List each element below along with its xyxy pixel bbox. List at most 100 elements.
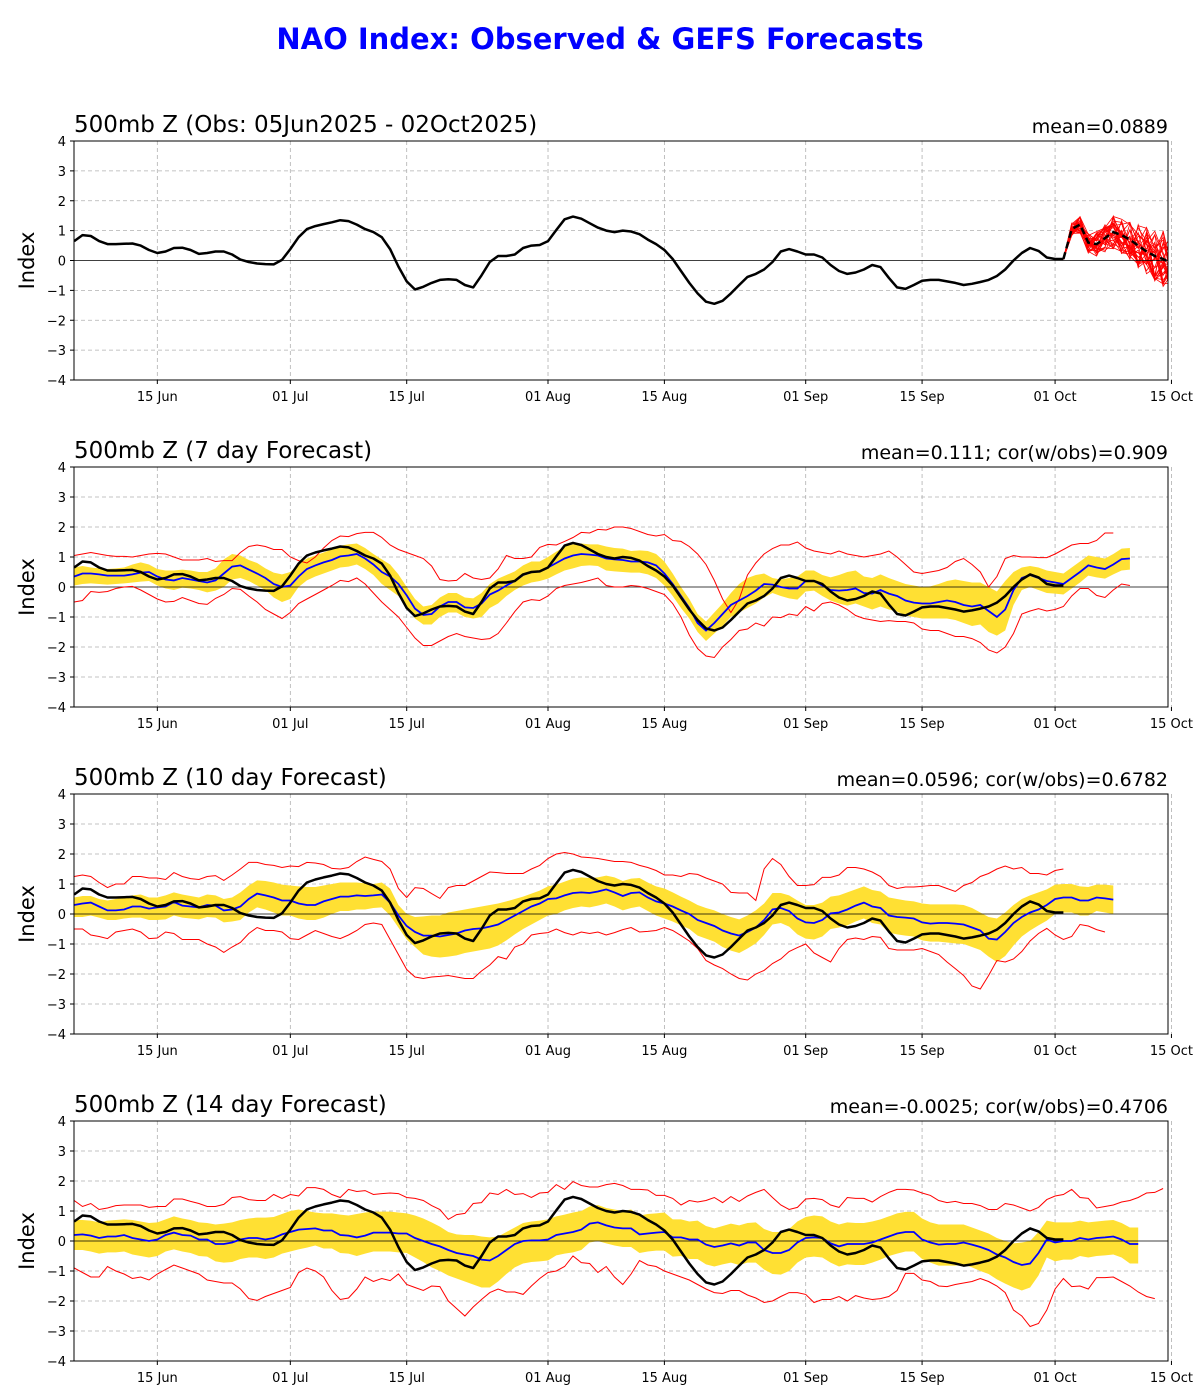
x-tick-label: 01 Aug (525, 1371, 571, 1386)
x-tick-label: 01 Jul (272, 1371, 308, 1386)
x-tick-label: 01 Sep (783, 1371, 828, 1386)
panel-1: 500mb Z (Obs: 05Jun2025 - 02Oct2025) mean… (15, 112, 1193, 405)
panel-title: 500mb Z (Obs: 05Jun2025 - 02Oct2025) (74, 112, 537, 138)
x-tick-label: 15 Jun (137, 1044, 178, 1059)
ensemble-member-line (1063, 215, 1168, 260)
max-line (74, 526, 1114, 614)
y-tick-label: 2 (58, 848, 66, 863)
panel-title: 500mb Z (10 day Forecast) (74, 765, 387, 791)
x-tick-label: 15 Jul (389, 390, 425, 405)
observed-line (74, 541, 1064, 632)
y-tick-label: −2 (47, 314, 66, 329)
y-tick-label: 0 (58, 1235, 66, 1250)
x-tick-label: 15 Aug (641, 1371, 687, 1386)
y-tick-label: −4 (47, 1355, 66, 1370)
x-tick-label: 15 Oct (1150, 717, 1193, 732)
y-tick-label: −1 (47, 284, 66, 299)
y-tick-label: 1 (58, 1205, 66, 1220)
x-tick-label: 01 Oct (1033, 390, 1076, 405)
y-tick-label: 3 (58, 165, 66, 180)
y-tick-label: 0 (58, 581, 66, 596)
y-tick-label: 2 (58, 521, 66, 536)
y-tick-label: −4 (47, 1028, 66, 1043)
spread-band (74, 543, 1130, 641)
y-tick-label: −2 (47, 641, 66, 656)
plot-area (74, 851, 1168, 990)
x-tick-label: 15 Jul (389, 1371, 425, 1386)
observed-line (74, 868, 1064, 959)
spread-band (74, 875, 1114, 962)
min-line (74, 577, 1130, 659)
x-tick-label: 01 Sep (783, 717, 828, 732)
main-title: NAO Index: Observed & GEFS Forecasts (276, 22, 924, 56)
y-tick-label: −1 (47, 1265, 66, 1280)
observed-line (74, 1195, 1064, 1286)
y-tick-label: 0 (58, 908, 66, 923)
x-tick-label: 15 Jun (137, 717, 178, 732)
panel-stat: mean=0.0596; cor(w/obs)=0.6782 (837, 769, 1168, 791)
min-line (74, 922, 1106, 990)
panel-title: 500mb Z (7 day Forecast) (74, 438, 372, 464)
y-axis-label: Index (15, 232, 39, 290)
spread-band (74, 1205, 1139, 1291)
forecast-mean-line (74, 888, 1114, 941)
x-tick-label: 15 Oct (1150, 1044, 1193, 1059)
panel-stat: mean=0.0889 (1032, 116, 1168, 138)
ensemble-member-line (1063, 221, 1168, 286)
x-tick-label: 15 Oct (1150, 390, 1193, 405)
max-line (74, 1181, 1164, 1221)
x-tick-label: 15 Jun (137, 390, 178, 405)
forecast-mean-dashed-line (1062, 222, 1168, 264)
y-tick-label: 4 (58, 461, 66, 476)
x-tick-label: 01 Jul (272, 390, 308, 405)
y-tick-label: 2 (58, 195, 66, 210)
panel-title: 500mb Z (14 day Forecast) (74, 1092, 387, 1118)
x-tick-label: 15 Sep (899, 1044, 944, 1059)
x-tick-label: 15 Jul (389, 1044, 425, 1059)
y-tick-label: −1 (47, 938, 66, 953)
y-tick-label: −2 (47, 1295, 66, 1310)
panel-stat: mean=0.111; cor(w/obs)=0.909 (861, 442, 1168, 464)
observed-line (74, 215, 1064, 306)
x-tick-label: 15 Oct (1150, 1371, 1193, 1386)
forecast-mean-line (74, 553, 1130, 632)
x-tick-label: 01 Jul (272, 717, 308, 732)
forecast-mean-line (74, 1221, 1139, 1266)
y-tick-label: 1 (58, 225, 66, 240)
plot-area (74, 1181, 1168, 1328)
plot-frame (73, 1120, 1169, 1362)
y-tick-label: 1 (58, 878, 66, 893)
y-tick-label: 1 (58, 551, 66, 566)
y-tick-label: 4 (58, 135, 66, 150)
max-line (74, 851, 1064, 902)
plot-area (74, 214, 1168, 306)
x-tick-label: 15 Sep (899, 717, 944, 732)
y-tick-label: −2 (47, 968, 66, 983)
y-tick-label: −3 (47, 344, 66, 359)
min-line (74, 1255, 1155, 1328)
y-tick-label: 0 (58, 255, 66, 270)
y-tick-label: 2 (58, 1175, 66, 1190)
ensemble-member-line (1063, 228, 1168, 265)
x-tick-label: 15 Aug (641, 717, 687, 732)
y-tick-label: −4 (47, 374, 66, 389)
x-tick-label: 15 Aug (641, 1044, 687, 1059)
panel-3: 500mb Z (10 day Forecast) mean=0.0596; co… (15, 765, 1193, 1059)
x-tick-label: 15 Jun (137, 1371, 178, 1386)
x-tick-label: 01 Sep (783, 390, 828, 405)
x-tick-label: 01 Aug (525, 390, 571, 405)
x-tick-label: 15 Jul (389, 717, 425, 732)
plot-frame (73, 793, 1169, 1035)
y-axis-label: Index (15, 885, 39, 943)
plot-frame (73, 466, 1169, 708)
panel-2: 500mb Z (7 day Forecast) mean=0.111; cor(… (15, 438, 1193, 732)
y-tick-label: −3 (47, 671, 66, 686)
y-tick-label: −4 (47, 701, 66, 716)
panel-4: 500mb Z (14 day Forecast) mean=-0.0025; c… (15, 1092, 1193, 1386)
y-tick-label: 3 (58, 1145, 66, 1160)
x-tick-label: 01 Aug (525, 1044, 571, 1059)
y-tick-label: 4 (58, 1115, 66, 1130)
x-tick-label: 15 Sep (899, 1371, 944, 1386)
x-tick-label: 15 Aug (641, 390, 687, 405)
